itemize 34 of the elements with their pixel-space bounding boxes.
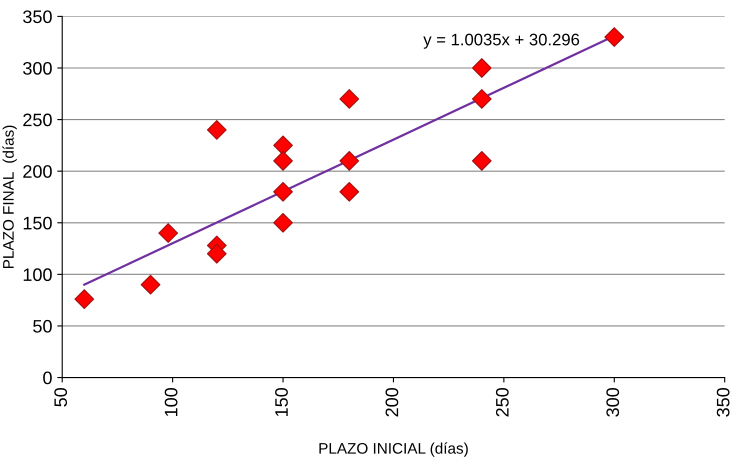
point — [339, 150, 360, 171]
point — [604, 27, 624, 47]
y-axis-title: PLAZO FINAL (días) — [2, 126, 17, 268]
annotation: y = 1.0035x + 30.296 — [423, 34, 580, 49]
y-tick-label: 250 — [23, 114, 52, 126]
point — [472, 150, 492, 171]
x-tick-label: 50 — [54, 388, 68, 407]
x-tick-label: 100 — [164, 388, 178, 416]
y-tick-label: 150 — [24, 216, 52, 230]
point — [158, 223, 178, 243]
point — [74, 289, 94, 309]
y-tick-label: 300 — [23, 62, 52, 75]
point — [273, 136, 293, 156]
y-tick-label: 200 — [23, 165, 52, 178]
x-tick-label: 300 — [606, 388, 620, 417]
x-tick-label: 150 — [275, 388, 288, 416]
point — [140, 274, 160, 295]
x-axis-title: PLAZO INICIAL (días) — [319, 442, 468, 457]
x-tick-label: 350 — [716, 388, 730, 417]
point — [339, 89, 360, 109]
point — [472, 58, 492, 78]
point — [273, 212, 293, 233]
x-tick-label: 200 — [386, 388, 398, 416]
y-tick-label: 0 — [43, 371, 52, 384]
point — [472, 89, 492, 109]
y-tick-label: 50 — [33, 320, 52, 333]
point — [273, 150, 293, 171]
point — [339, 182, 360, 202]
point — [273, 182, 293, 202]
point — [206, 120, 227, 140]
y-tick-label: 350 — [23, 10, 52, 24]
x-tick-label: 250 — [496, 388, 509, 416]
point — [206, 244, 227, 264]
y-tick-label: 100 — [24, 268, 52, 282]
